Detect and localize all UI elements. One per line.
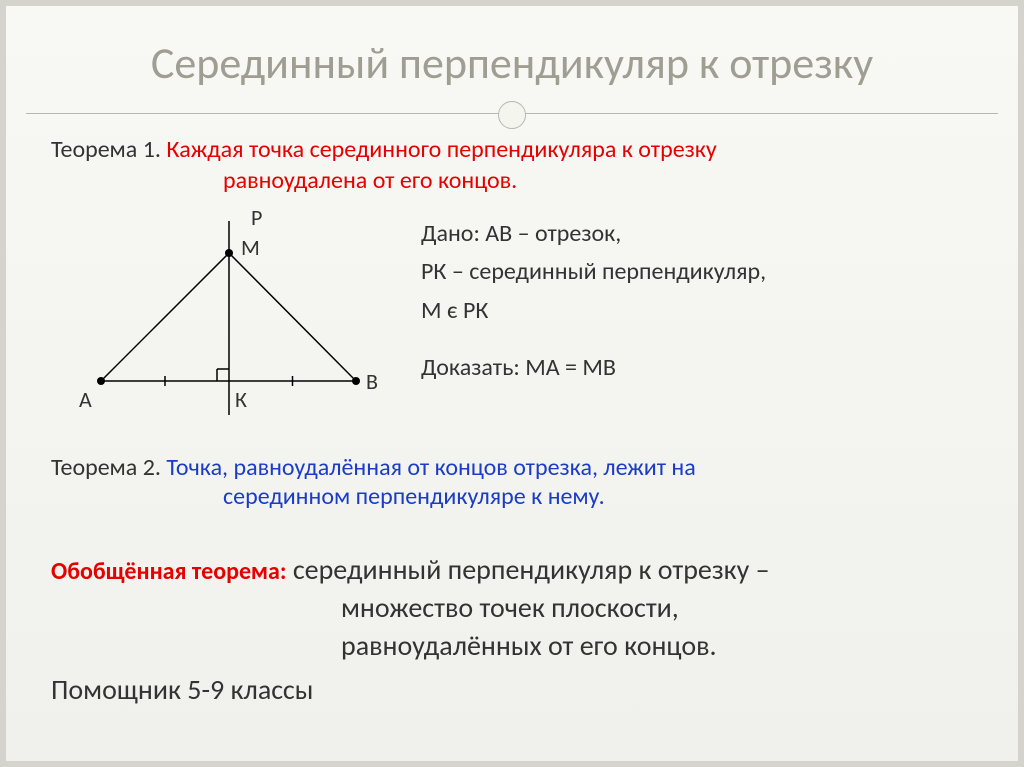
slide-title: Серединный перпендикуляр к отрезку (6, 6, 1018, 100)
theorem2-label: Теорема 2. (51, 453, 161, 482)
theorem2-text: Точка, равноудалённая от концов отрезка,… (166, 453, 695, 482)
theorem2: Теорема 2. Точка, равноудалённая от конц… (51, 453, 973, 511)
svg-text:А: А (79, 386, 92, 413)
generalized-label: Обобщённая теорема: (51, 557, 286, 586)
given-prove-block: Дано: АВ – отрезок, РК – серединный перп… (421, 203, 973, 433)
svg-text:Р: Р (251, 204, 262, 231)
given-line2: РК – серединный перпендикуляр, (421, 256, 973, 288)
divider-circle-icon (498, 101, 526, 129)
svg-text:К: К (235, 386, 247, 413)
svg-text:М: М (241, 234, 260, 261)
theorem1-continuation: равноудалена от его концов. (51, 166, 973, 195)
given-line3: М є РК (421, 295, 973, 327)
diagram-svg: РМ А В К (51, 203, 421, 433)
footer-text: Помощник 5-9 классы (51, 672, 973, 707)
svg-text:В: В (366, 368, 378, 395)
given-line1: Дано: АВ – отрезок, (421, 218, 973, 250)
prove-line: Доказать: МА = МВ (421, 352, 973, 384)
title-divider (6, 95, 1018, 135)
theorem1-label: Теорема 1. (51, 135, 161, 164)
generalized-cont1: множество точек плоскости, (51, 589, 973, 627)
generalized-theorem: Обобщённая теорема: серединный перпендик… (51, 551, 973, 664)
triangle-diagram: РМ А В К (51, 203, 421, 433)
theorem1-text: Каждая точка серединного перпендикуляра … (166, 135, 716, 164)
theorem1: Теорема 1. Каждая точка серединного перп… (51, 135, 973, 164)
generalized-cont2: равноудалённых от его концов. (51, 627, 973, 665)
generalized-text: серединный перпендикуляр к отрезку – (293, 552, 770, 587)
theorem2-continuation: серединном перпендикуляре к нему. (51, 482, 973, 511)
